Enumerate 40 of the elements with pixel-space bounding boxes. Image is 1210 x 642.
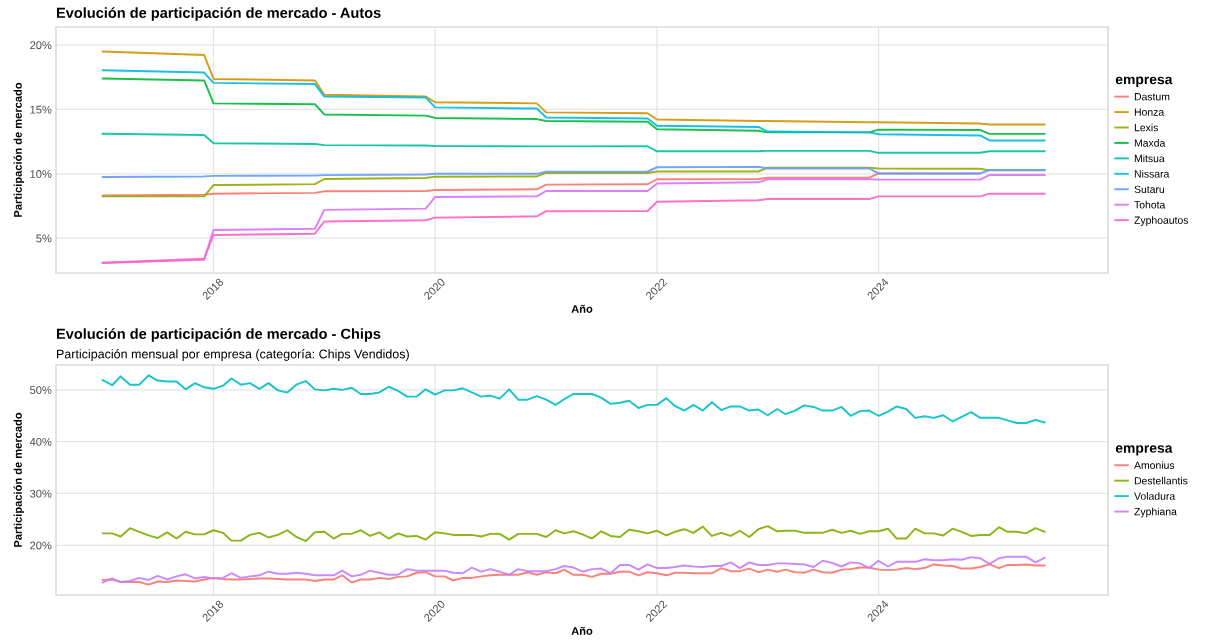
line-series <box>101 165 1046 179</box>
legend-label: Zyphiana <box>1134 507 1177 518</box>
chart-subtitle: Participación mensual por empresa (categoría: Chips Vendidos) <box>57 349 409 361</box>
legend-label: Maxda <box>1134 139 1166 147</box>
legend-label: Amonius <box>1134 461 1175 469</box>
y-tick-label: 20% <box>30 41 52 50</box>
legend-label: Honza <box>1134 108 1165 116</box>
y-tick-label: 20% <box>30 541 52 550</box>
legend-title: empresa <box>1115 445 1173 456</box>
legend-label: Dastum <box>1134 93 1170 101</box>
legend-label: Zyphoautos <box>1134 216 1189 226</box>
chart-title: Evolución de participación de mercado - Chips <box>56 328 381 342</box>
legend-label: Destellantis <box>1134 476 1188 485</box>
legend-label: Mitsua <box>1134 154 1165 163</box>
y-tick-label: 50% <box>30 386 52 394</box>
line-series <box>101 192 1046 264</box>
x-axis-title: Año <box>571 626 593 635</box>
legend-label: Nissara <box>1134 169 1170 178</box>
line-series <box>101 374 1046 424</box>
line-series <box>101 69 1046 142</box>
line-series <box>101 525 1046 543</box>
line-series <box>101 132 1046 154</box>
legend-label: Lexis <box>1134 123 1158 132</box>
y-tick-label: 5% <box>36 234 52 243</box>
y-tick-label: 30% <box>30 489 52 498</box>
y-axis-title: Participación de mercado <box>13 412 25 547</box>
legend-label: Voladura <box>1134 492 1176 500</box>
y-axis-title: Participación de mercado <box>13 82 25 217</box>
y-tick-label: 10% <box>30 170 52 178</box>
chart-title: Evolución de participación de mercado - Autos <box>56 7 381 21</box>
legend-label: Tohota <box>1134 200 1166 209</box>
line-series <box>101 563 1046 586</box>
y-tick-label: 40% <box>29 437 52 446</box>
y-tick-label: 15% <box>30 105 52 114</box>
x-axis-title: Año <box>571 304 593 313</box>
legend-title: empresa <box>1115 76 1173 87</box>
line-series <box>101 555 1046 584</box>
line-series <box>101 50 1046 126</box>
line-series <box>101 77 1046 135</box>
legend-label: Sutaru <box>1134 185 1165 194</box>
